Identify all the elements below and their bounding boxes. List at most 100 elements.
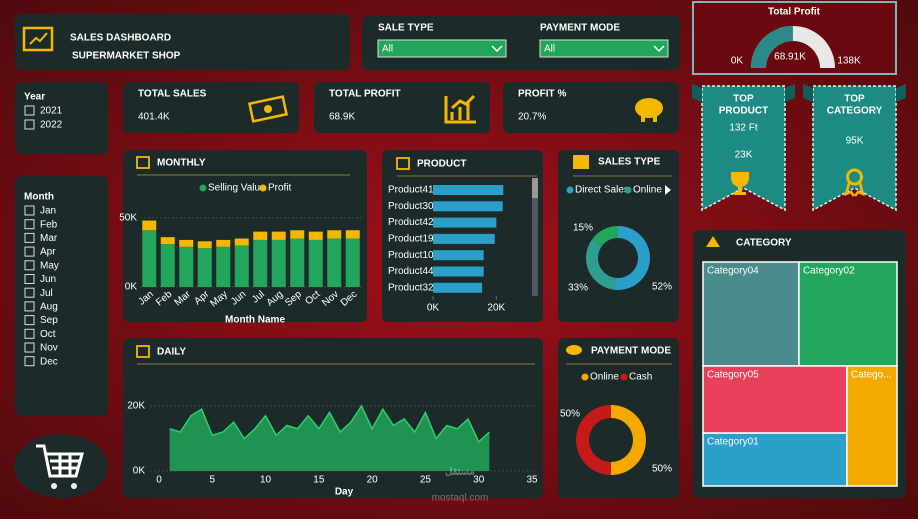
x-tick-label: 30 (473, 475, 485, 486)
bar (160, 244, 175, 287)
gauge-max: 138K (837, 56, 861, 67)
legend-label: Online (590, 372, 619, 383)
x-tick-label: 35 (526, 475, 538, 486)
header-icon (22, 26, 54, 52)
scrollbar[interactable] (532, 178, 538, 296)
bar (179, 239, 194, 247)
filter-value: All (544, 44, 555, 55)
tile-label: Category02 (803, 266, 855, 277)
donut-slice (585, 239, 616, 290)
kpi-value: 68.9K (329, 112, 355, 123)
checkbox[interactable] (24, 328, 35, 339)
bar (345, 230, 360, 239)
chart-title: MONTHLY (157, 158, 206, 169)
y-tick-label: 50K (119, 212, 137, 223)
checkbox[interactable] (24, 105, 35, 116)
header-icon (29, 32, 48, 45)
panel (15, 14, 350, 70)
donut-slice (575, 405, 611, 475)
data-label: 50% (652, 464, 672, 475)
data-label: 15% (573, 223, 593, 234)
badge-ribbon (701, 85, 786, 212)
filter-dropdown[interactable] (377, 39, 507, 58)
badge-title: TOP (844, 94, 865, 105)
bar (142, 230, 157, 287)
kpi-icon (641, 115, 645, 122)
kpi-label: TOTAL PROFIT (329, 89, 401, 100)
slicer-title: Month (24, 192, 54, 203)
checkbox[interactable] (24, 301, 35, 312)
badge-value: 132 Ft (729, 123, 758, 134)
checkbox[interactable] (24, 274, 35, 284)
medal-icon (844, 182, 865, 197)
slicer-option: Aug (40, 302, 58, 313)
panel (503, 82, 679, 133)
y-tick-label: Product30 (388, 201, 434, 212)
filter-dropdown[interactable] (539, 39, 669, 58)
dropdown-arrow (491, 45, 503, 53)
legend-arrow[interactable] (665, 185, 671, 195)
bar (253, 231, 268, 240)
dashboard-title: SALES DASHBOARD (70, 33, 171, 44)
checkbox[interactable] (24, 342, 35, 353)
checkbox[interactable] (24, 356, 35, 367)
slicer-option: Nov (40, 343, 58, 354)
bar (433, 201, 503, 212)
kpi-value: 401.4K (138, 112, 170, 123)
cart-wheel (51, 483, 57, 489)
watermark: mostaql.com (432, 493, 489, 504)
bar (197, 241, 212, 249)
dropdown-arrow (653, 45, 665, 53)
gauge-value (751, 26, 793, 68)
treemap-tile (702, 365, 848, 434)
chart-title: PAYMENT MODE (591, 346, 671, 357)
filter-value: All (382, 44, 393, 55)
checkbox[interactable] (24, 246, 35, 257)
x-axis-label: Day (335, 487, 354, 498)
y-tick-label: Product10 (388, 250, 434, 261)
scroll-thumb[interactable] (532, 178, 538, 198)
legend-dot (620, 373, 628, 381)
checkbox[interactable] (24, 205, 35, 216)
slicer-option: Apr (40, 247, 56, 258)
checkbox[interactable] (24, 232, 35, 243)
slicer-option: Jul (40, 288, 53, 299)
bar (433, 250, 484, 261)
x-tick-label: 0K (427, 303, 440, 314)
y-tick-label: 0K (133, 466, 146, 477)
checkbox[interactable] (24, 219, 35, 230)
filter-label: SALE TYPE (378, 23, 434, 34)
title-icon (573, 155, 589, 169)
badge-value: 95K (846, 136, 864, 147)
checkbox[interactable] (24, 260, 35, 271)
legend-label: Online (633, 185, 662, 196)
checkbox[interactable] (24, 287, 35, 298)
data-label: 50% (560, 409, 580, 420)
badge-ribbon (812, 85, 897, 212)
y-tick-label: Product19 (388, 234, 434, 245)
checkbox[interactable] (24, 119, 35, 130)
treemap-tile (798, 261, 898, 367)
cart-icon (36, 444, 84, 478)
legend-dot (259, 184, 267, 192)
tile-label: Category01 (707, 437, 759, 448)
badge-title: CATEGORY (827, 106, 883, 117)
checkbox[interactable] (24, 315, 35, 326)
bar (433, 282, 483, 293)
bar (433, 233, 495, 244)
kpi-label: PROFIT % (518, 89, 566, 100)
data-label: 52% (652, 282, 672, 293)
bar (327, 230, 342, 239)
kpi-label: TOTAL SALES (138, 89, 207, 100)
title-icon (396, 157, 410, 170)
bar (290, 238, 305, 287)
legend-label: Cash (629, 372, 652, 383)
kpi-value: 20.7% (518, 112, 546, 123)
title-icon (136, 345, 150, 358)
x-tick-label: 0 (156, 475, 162, 486)
gauge-panel (692, 1, 897, 75)
title-icon (136, 156, 150, 169)
chart-title: DAILY (157, 347, 186, 358)
y-tick-label: Product41 (388, 185, 434, 196)
